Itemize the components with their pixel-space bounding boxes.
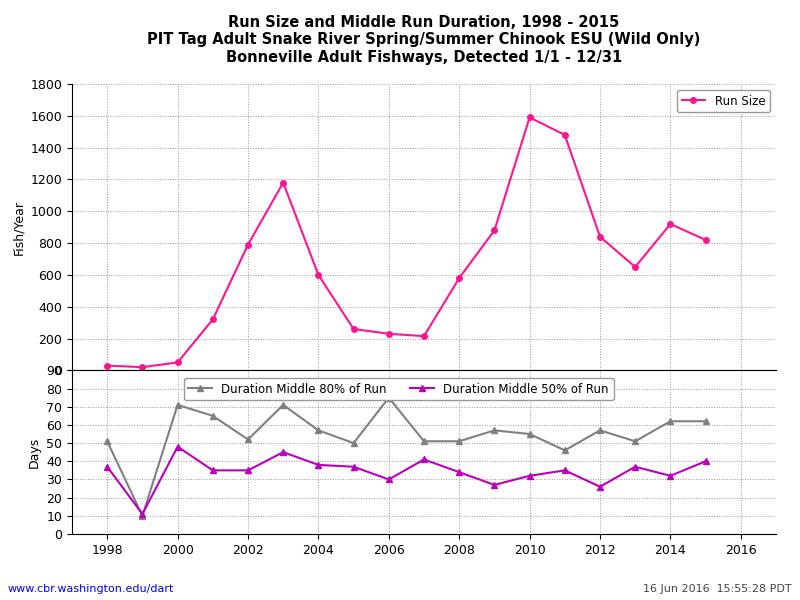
- Run Size: [138, 364, 147, 371]
- Run Size: [490, 227, 499, 234]
- Text: www.cbr.washington.edu/dart: www.cbr.washington.edu/dart: [8, 584, 174, 594]
- Duration Middle 80% of Run: [490, 427, 499, 434]
- Duration Middle 80% of Run: [314, 427, 323, 434]
- Run Size: [314, 271, 323, 278]
- Duration Middle 80% of Run: [384, 394, 394, 401]
- Duration Middle 50% of Run: [595, 483, 605, 490]
- Duration Middle 80% of Run: [666, 418, 675, 425]
- Run Size: [595, 233, 605, 241]
- Run Size: [560, 131, 570, 139]
- Run Size: [454, 274, 464, 281]
- Duration Middle 80% of Run: [560, 447, 570, 454]
- Run Size: [419, 332, 429, 340]
- Run Size: [208, 316, 218, 323]
- Text: 16 Jun 2016  15:55:28 PDT: 16 Jun 2016 15:55:28 PDT: [643, 584, 792, 594]
- Duration Middle 80% of Run: [173, 401, 182, 409]
- Duration Middle 80% of Run: [419, 437, 429, 445]
- Duration Middle 80% of Run: [630, 437, 640, 445]
- Duration Middle 50% of Run: [102, 463, 112, 470]
- Duration Middle 80% of Run: [595, 427, 605, 434]
- Duration Middle 80% of Run: [701, 418, 710, 425]
- Run Size: [630, 263, 640, 271]
- Duration Middle 50% of Run: [349, 463, 358, 470]
- Duration Middle 80% of Run: [454, 437, 464, 445]
- Duration Middle 80% of Run: [278, 401, 288, 409]
- Run Size: [525, 114, 534, 121]
- Run Size: [243, 241, 253, 248]
- Run Size: [278, 179, 288, 186]
- Line: Duration Middle 80% of Run: Duration Middle 80% of Run: [104, 394, 709, 519]
- Duration Middle 50% of Run: [666, 472, 675, 479]
- Legend: Run Size: Run Size: [677, 90, 770, 112]
- Duration Middle 50% of Run: [560, 467, 570, 474]
- Duration Middle 50% of Run: [630, 463, 640, 470]
- Duration Middle 50% of Run: [314, 461, 323, 469]
- Duration Middle 80% of Run: [243, 436, 253, 443]
- Duration Middle 50% of Run: [173, 443, 182, 451]
- Run Size: [701, 236, 710, 244]
- Duration Middle 50% of Run: [454, 469, 464, 476]
- Duration Middle 50% of Run: [384, 476, 394, 483]
- Run Size: [384, 330, 394, 337]
- Run Size: [666, 220, 675, 227]
- Line: Run Size: Run Size: [105, 115, 708, 370]
- Duration Middle 80% of Run: [138, 512, 147, 520]
- Duration Middle 50% of Run: [243, 467, 253, 474]
- Duration Middle 80% of Run: [208, 412, 218, 419]
- Duration Middle 50% of Run: [208, 467, 218, 474]
- Duration Middle 50% of Run: [419, 456, 429, 463]
- Text: Run Size and Middle Run Duration, 1998 - 2015
PIT Tag Adult Snake River Spring/S: Run Size and Middle Run Duration, 1998 -…: [147, 15, 701, 65]
- Run Size: [102, 362, 112, 369]
- Line: Duration Middle 50% of Run: Duration Middle 50% of Run: [104, 443, 709, 517]
- Run Size: [173, 359, 182, 366]
- Y-axis label: Fish/Year: Fish/Year: [12, 200, 25, 254]
- Duration Middle 80% of Run: [525, 430, 534, 437]
- Duration Middle 50% of Run: [138, 511, 147, 518]
- Duration Middle 80% of Run: [102, 437, 112, 445]
- Run Size: [349, 325, 358, 332]
- Duration Middle 50% of Run: [490, 481, 499, 488]
- Duration Middle 50% of Run: [701, 458, 710, 465]
- Duration Middle 50% of Run: [525, 472, 534, 479]
- Duration Middle 50% of Run: [278, 449, 288, 456]
- Y-axis label: Days: Days: [28, 437, 41, 468]
- Duration Middle 80% of Run: [349, 439, 358, 446]
- Legend: Duration Middle 80% of Run, Duration Middle 50% of Run: Duration Middle 80% of Run, Duration Mid…: [183, 378, 614, 400]
